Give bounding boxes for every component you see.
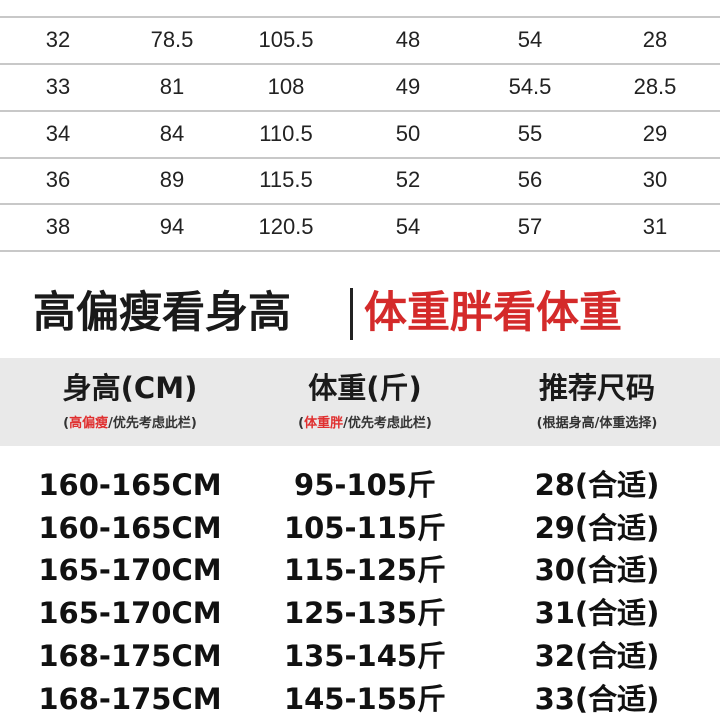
recommend-header: 身高(CM) (高偏瘦/优先考虑此栏) 体重(斤) (体重胖/优先考虑此栏) 推… bbox=[0, 358, 720, 446]
recommend-row: 168-175CM 135-145斤 32(合适) bbox=[0, 635, 720, 678]
height-priority-heading: 高偏瘦看身高 bbox=[33, 288, 291, 338]
table-cell: 29 bbox=[642, 120, 668, 146]
recommend-row: 165-170CM 125-135斤 31(合适) bbox=[0, 592, 720, 635]
table-cell: 120.5 bbox=[258, 214, 314, 240]
table-cell: 32 bbox=[45, 27, 71, 52]
header-title: 身高(CM) bbox=[62, 371, 198, 405]
header-height: 身高(CM) (高偏瘦/优先考虑此栏) bbox=[63, 358, 198, 431]
recommend-cell: 165-170CM bbox=[38, 553, 222, 588]
table-row-cut bbox=[0, 0, 720, 18]
table-cell: 78.5 bbox=[150, 27, 194, 52]
recommend-cell: 165-170CM bbox=[38, 596, 222, 631]
table-cell: 33 bbox=[45, 73, 71, 99]
header-title: 体重(斤) bbox=[308, 371, 422, 405]
table-row: 34 84 110.5 50 55 29 bbox=[0, 111, 720, 159]
recommend-cell: 145-155斤 bbox=[283, 681, 447, 716]
recommend-cell: 160-165CM bbox=[38, 468, 222, 502]
size-guide-heading: 高偏瘦看身高 体重胖看体重 bbox=[0, 282, 720, 344]
note-highlight: 体重胖 bbox=[304, 416, 344, 431]
table-cell: 115.5 bbox=[259, 167, 313, 193]
header-note: (高偏瘦/优先考虑此栏) bbox=[63, 416, 197, 431]
table-cell: 50 bbox=[395, 120, 421, 146]
table-cell: 54 bbox=[395, 214, 421, 240]
table-cell: 36 bbox=[45, 167, 71, 193]
table-cell: 105.5 bbox=[258, 27, 314, 52]
recommend-row: 165-170CM 115-125斤 30(合适) bbox=[0, 549, 720, 592]
table-cell: 108 bbox=[267, 73, 305, 99]
table-row: 33 81 108 49 54.5 28.5 bbox=[0, 64, 720, 112]
table-cell: 84 bbox=[159, 120, 185, 146]
recommend-cell: 105-115斤 bbox=[283, 510, 447, 545]
recommend-cell: 168-175CM bbox=[38, 681, 222, 716]
note-text: 根据身高/体重选择 bbox=[542, 416, 652, 431]
table-cell: 81 bbox=[159, 73, 185, 99]
table-cell: 52 bbox=[395, 167, 421, 193]
table-cell: 28.5 bbox=[633, 73, 677, 99]
recommend-cell: 168-175CM bbox=[38, 638, 222, 673]
recommend-cell: 160-165CM bbox=[38, 510, 222, 545]
table-cell: 49 bbox=[395, 73, 421, 99]
header-size: 推荐尺码 (根据身高/体重选择) bbox=[537, 358, 658, 431]
table-row: 38 94 120.5 54 57 31 bbox=[0, 204, 720, 253]
recommend-row: 160-165CM 95-105斤 28(合适) bbox=[0, 464, 720, 507]
header-title: 推荐尺码 bbox=[538, 371, 655, 405]
heading-divider bbox=[350, 288, 353, 340]
table-cell: 38 bbox=[45, 214, 71, 240]
weight-priority-heading: 体重胖看体重 bbox=[364, 288, 622, 338]
table-cell: 94 bbox=[159, 214, 185, 240]
header-note: (体重胖/优先考虑此栏) bbox=[298, 416, 432, 431]
recommend-cell: 115-125斤 bbox=[283, 553, 447, 588]
table-cell: 28 bbox=[642, 27, 668, 52]
recommend-row: 160-165CM 105-115斤 29(合适) bbox=[0, 507, 720, 550]
recommend-cell: 33(合适) bbox=[534, 681, 660, 716]
table-cell: 48 bbox=[395, 27, 421, 52]
recommend-cell: 125-135斤 bbox=[283, 596, 447, 631]
header-note: (根据身高/体重选择) bbox=[536, 416, 658, 431]
note-highlight: 高偏瘦 bbox=[69, 416, 109, 431]
header-weight: 体重(斤) (体重胖/优先考虑此栏) bbox=[298, 358, 432, 431]
table-cell: 56 bbox=[517, 167, 543, 193]
recommend-cell: 32(合适) bbox=[534, 638, 660, 673]
table-cell: 54.5 bbox=[508, 73, 552, 99]
recommend-cell: 29(合适) bbox=[534, 510, 660, 545]
table-cell: 54 bbox=[517, 27, 543, 52]
recommend-cell: 95-105斤 bbox=[294, 468, 436, 502]
table-row: 32 78.5 105.5 48 54 28 bbox=[0, 17, 720, 65]
table-cell: 89 bbox=[159, 167, 185, 193]
recommend-row: 168-175CM 145-155斤 33(合适) bbox=[0, 678, 720, 721]
note-text: /优先考虑此栏 bbox=[108, 416, 191, 431]
recommend-cell: 28(合适) bbox=[534, 468, 660, 502]
table-cell: 55 bbox=[517, 120, 543, 146]
table-cell: 34 bbox=[45, 120, 71, 146]
recommend-cell: 135-145斤 bbox=[283, 638, 447, 673]
table-cell: 30 bbox=[642, 167, 668, 193]
table-cell: 31 bbox=[642, 214, 668, 240]
recommend-cell: 30(合适) bbox=[534, 553, 660, 588]
recommend-cell: 31(合适) bbox=[534, 596, 660, 631]
table-cell: 57 bbox=[517, 214, 543, 240]
table-cell: 110.5 bbox=[259, 120, 313, 146]
note-text: /优先考虑此栏 bbox=[343, 416, 426, 431]
table-row: 36 89 115.5 52 56 30 bbox=[0, 157, 720, 206]
